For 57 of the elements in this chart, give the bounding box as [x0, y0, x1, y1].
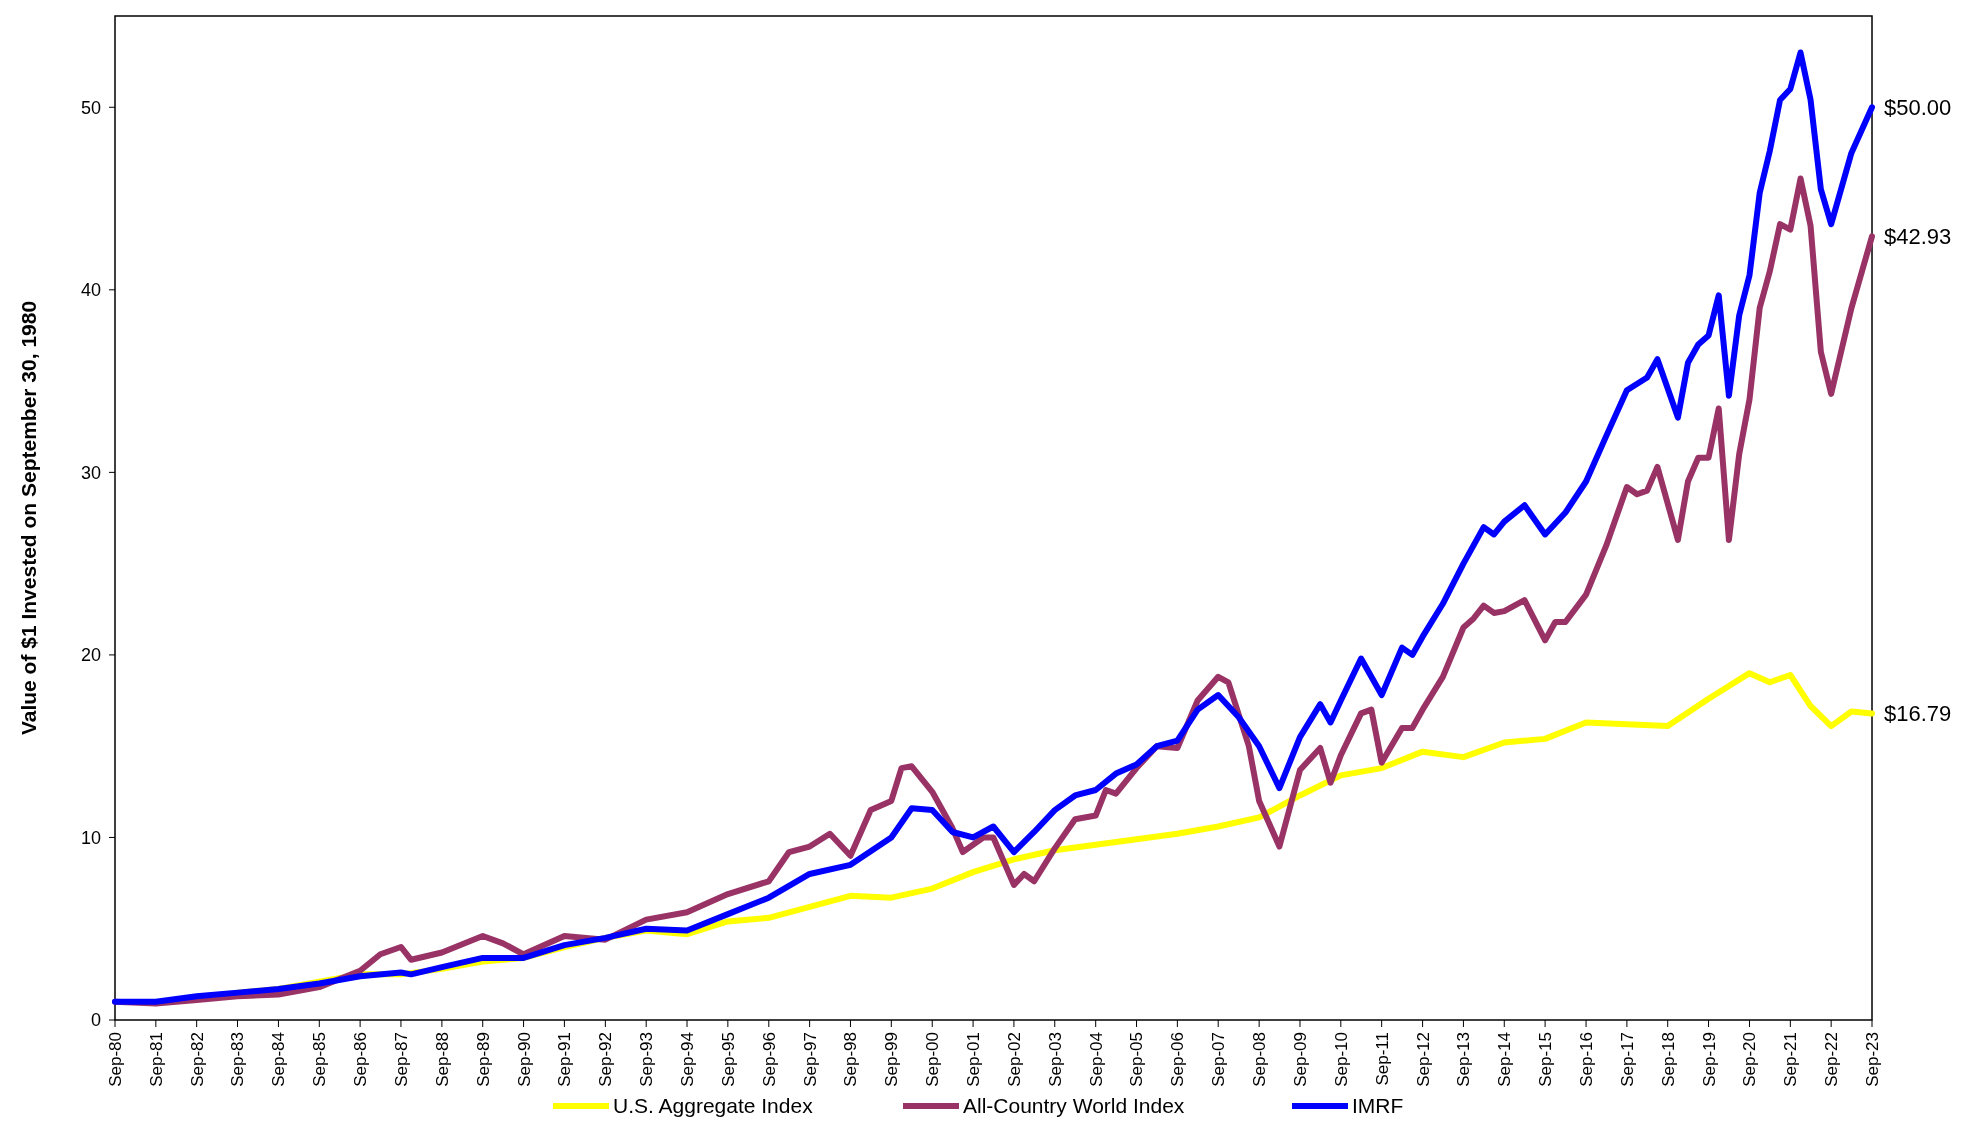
x-tick-label: Sep-91	[555, 1032, 575, 1087]
x-tick-label: Sep-81	[146, 1032, 166, 1087]
x-tick-label: Sep-83	[228, 1032, 248, 1087]
x-tick-label: Sep-19	[1699, 1032, 1719, 1087]
x-tick-label: Sep-13	[1454, 1032, 1474, 1087]
x-tick-label: Sep-94	[677, 1032, 697, 1087]
x-tick-label: Sep-17	[1617, 1032, 1637, 1087]
x-tick-label: Sep-86	[351, 1032, 371, 1087]
y-tick-label: 50	[80, 97, 101, 118]
x-tick-label: Sep-11	[1372, 1032, 1392, 1086]
x-tick-label: Sep-02	[1004, 1032, 1024, 1087]
y-axis-title: Value of $1 Invested on September 30, 1980	[17, 300, 40, 736]
x-tick-label: Sep-20	[1740, 1032, 1760, 1087]
x-tick-label: Sep-95	[718, 1032, 738, 1087]
x-tick-label: Sep-88	[432, 1032, 452, 1087]
x-tick-label: Sep-09	[1290, 1032, 1310, 1087]
x-tick-label: Sep-80	[105, 1032, 125, 1087]
x-tick-label: Sep-10	[1331, 1032, 1351, 1087]
x-tick-label: Sep-08	[1250, 1032, 1270, 1087]
x-tick-label: Sep-93	[637, 1032, 657, 1087]
y-tick-label: 20	[80, 645, 101, 666]
y-tick-label: 10	[80, 827, 101, 848]
legend-label: IMRF	[1352, 1094, 1404, 1118]
x-tick-label: Sep-18	[1658, 1032, 1678, 1087]
x-tick-label: Sep-82	[187, 1032, 207, 1087]
x-tick-label: Sep-89	[473, 1032, 493, 1087]
x-tick-label: Sep-92	[596, 1032, 616, 1087]
x-tick-label: Sep-23	[1862, 1032, 1882, 1087]
x-tick-label: Sep-87	[391, 1032, 411, 1087]
x-tick-label: Sep-21	[1781, 1032, 1801, 1087]
annotation: $50.00	[1884, 94, 1952, 120]
x-tick-label: Sep-85	[310, 1032, 330, 1087]
x-tick-label: Sep-14	[1495, 1032, 1515, 1087]
y-tick-label: 0	[90, 1010, 101, 1031]
x-tick-label: Sep-84	[269, 1032, 289, 1087]
y-tick-label: 40	[80, 280, 101, 301]
legend-label: All-Country World Index	[963, 1094, 1185, 1118]
x-tick-label: Sep-06	[1168, 1032, 1188, 1087]
x-tick-label: Sep-96	[759, 1032, 779, 1087]
annotation: $42.93	[1884, 224, 1952, 250]
x-tick-label: Sep-01	[964, 1032, 984, 1087]
x-tick-label: Sep-00	[923, 1032, 943, 1087]
x-tick-label: Sep-98	[841, 1032, 861, 1087]
y-tick-label: 30	[80, 462, 101, 483]
x-tick-label: Sep-04	[1086, 1032, 1106, 1087]
legend-label: U.S. Aggregate Index	[613, 1094, 814, 1118]
x-tick-label: Sep-16	[1577, 1032, 1596, 1087]
annotation: $16.79	[1884, 701, 1952, 727]
x-tick-label: Sep-15	[1536, 1032, 1556, 1087]
x-tick-label: Sep-03	[1045, 1032, 1065, 1087]
x-tick-label: Sep-12	[1413, 1032, 1433, 1087]
x-tick-label: Sep-97	[800, 1032, 820, 1087]
x-tick-label: Sep-99	[882, 1032, 902, 1087]
x-tick-label: Sep-22	[1822, 1032, 1842, 1087]
x-tick-label: Sep-05	[1127, 1032, 1147, 1087]
x-tick-label: Sep-90	[514, 1032, 534, 1087]
x-tick-label: Sep-07	[1209, 1032, 1229, 1087]
